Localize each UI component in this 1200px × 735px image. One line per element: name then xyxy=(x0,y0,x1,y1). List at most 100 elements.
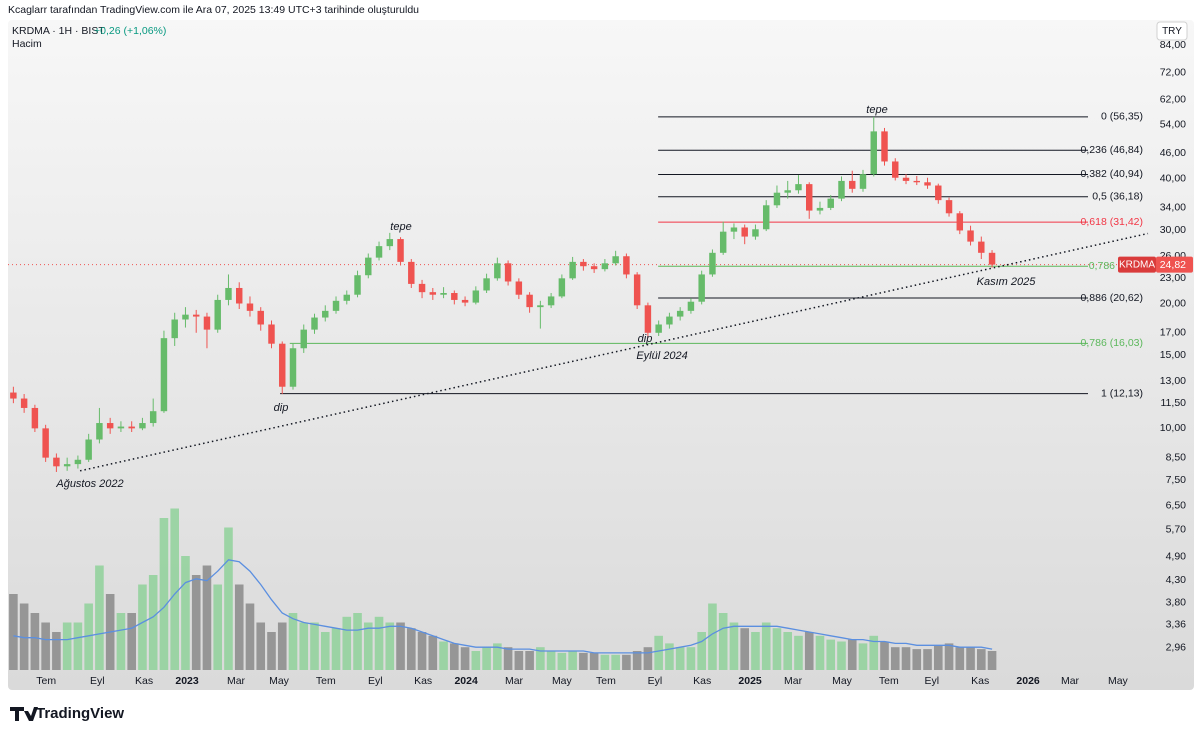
candle-body xyxy=(182,314,189,320)
candle-body xyxy=(236,287,243,304)
candle-body xyxy=(849,180,856,189)
y-tick-label: 3,36 xyxy=(1166,619,1187,631)
candle-body xyxy=(10,392,17,399)
volume-bar xyxy=(52,632,61,670)
x-tick-label: Mar xyxy=(505,675,524,687)
candle-body xyxy=(580,261,587,267)
candle-body xyxy=(74,459,82,465)
volume-bar xyxy=(331,628,341,670)
volume-bar xyxy=(589,652,599,670)
candle-body xyxy=(451,293,458,300)
volume-label: Hacim xyxy=(12,38,42,50)
volume-bar xyxy=(62,622,72,670)
currency-box[interactable] xyxy=(1156,21,1188,41)
candle-body xyxy=(827,198,834,208)
candle-body xyxy=(719,231,727,253)
candle-body xyxy=(203,316,211,330)
x-tick-label: Eyl xyxy=(648,675,663,687)
volume-bar xyxy=(783,632,793,670)
volume-bar xyxy=(611,654,620,670)
volume-bar xyxy=(310,622,319,670)
volume-bar xyxy=(73,622,83,670)
volume-bar xyxy=(30,613,40,670)
volume-bar xyxy=(450,643,459,670)
volume-bar xyxy=(740,628,749,670)
price-tag-value: 24,82 xyxy=(1160,259,1186,271)
volume-bar xyxy=(202,565,212,670)
volume-bar xyxy=(84,603,93,670)
candle-body xyxy=(128,426,135,429)
fib-label: 0,5 (36,18) xyxy=(1092,191,1143,203)
x-tick-label: Tem xyxy=(316,675,336,687)
volume-bar xyxy=(847,639,857,670)
candle-body xyxy=(945,200,953,214)
annotation: dip xyxy=(638,333,653,345)
volume-bar xyxy=(234,584,244,670)
y-tick-label: 40,00 xyxy=(1160,172,1186,184)
candle-body xyxy=(246,303,254,311)
volume-bar xyxy=(546,651,556,670)
x-tick-label: Tem xyxy=(879,675,899,687)
volume-bar xyxy=(837,641,846,670)
candle-body xyxy=(322,310,329,318)
candle-body xyxy=(978,241,985,253)
candle-body xyxy=(279,343,286,387)
currency[interactable]: TRY xyxy=(1162,26,1182,37)
x-tick-label: Mar xyxy=(784,675,803,687)
candle-body xyxy=(709,252,716,275)
volume-bar xyxy=(751,632,760,670)
volume-bar xyxy=(600,654,610,670)
symbol-line: KRDMA · 1H · BIST xyxy=(12,25,105,37)
x-tick-label: Eyl xyxy=(925,675,940,687)
volume-bar xyxy=(568,651,577,670)
y-tick-label: 84,00 xyxy=(1160,39,1186,51)
volume-bar xyxy=(439,641,448,670)
x-tick-label: 2024 xyxy=(454,675,478,687)
volume-bar xyxy=(417,632,427,670)
candle-body xyxy=(31,407,39,429)
volume-bar xyxy=(654,635,663,670)
candle-body xyxy=(870,131,877,175)
x-tick-label: Tem xyxy=(36,675,56,687)
candle-body xyxy=(53,457,60,467)
volume-bar xyxy=(514,651,524,670)
candle-body xyxy=(365,257,372,276)
volume-bar xyxy=(697,632,706,670)
candle-body xyxy=(730,227,738,232)
x-tick-label: Eyl xyxy=(368,675,383,687)
volume-bar xyxy=(536,647,545,670)
candle-body xyxy=(300,329,307,349)
volume-bar xyxy=(19,603,29,670)
candle-body xyxy=(63,464,71,467)
candle-body xyxy=(42,428,49,458)
candle-body xyxy=(149,411,157,424)
candle-body xyxy=(676,310,684,317)
volume-bar xyxy=(460,647,470,670)
volume-bar xyxy=(643,647,653,670)
volume-bar xyxy=(977,649,986,670)
candle-body xyxy=(590,266,598,270)
x-tick-label: Eyl xyxy=(90,675,105,687)
candle-body xyxy=(96,423,103,440)
volume-bar xyxy=(912,649,922,670)
candle-body xyxy=(311,317,318,330)
y-tick-label: 4,30 xyxy=(1166,574,1187,586)
logo: TradingView xyxy=(36,705,124,722)
x-tick-label: Kas xyxy=(135,675,153,687)
credit: Kcaglarr tarafından TradingView.com ile … xyxy=(8,4,419,16)
candle-body xyxy=(967,230,974,242)
candle-body xyxy=(623,256,630,275)
volume-bar xyxy=(428,635,438,670)
volume-bar xyxy=(213,584,223,670)
candle-body xyxy=(569,261,576,279)
volume-bar xyxy=(933,645,943,670)
candle-body xyxy=(472,290,480,303)
volume-bar xyxy=(471,651,481,670)
candle-body xyxy=(418,283,426,293)
candle-body xyxy=(547,296,555,306)
x-tick-label: Kas xyxy=(693,675,711,687)
candle-body xyxy=(913,180,920,183)
volume-bar xyxy=(794,635,803,670)
plot: 84,00 72,00 62,00 54,00 46,00 40,00 34,00 30,00… xyxy=(8,39,1194,687)
